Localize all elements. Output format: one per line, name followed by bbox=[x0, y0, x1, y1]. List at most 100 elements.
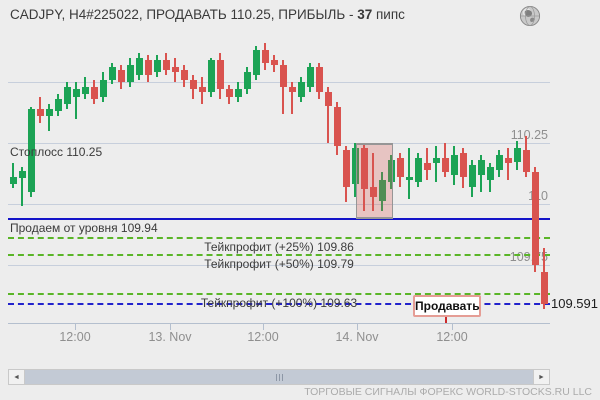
time-axis-tick bbox=[170, 324, 171, 330]
candle bbox=[198, 86, 206, 92]
candle bbox=[252, 50, 260, 75]
candle bbox=[18, 171, 26, 179]
grid-line bbox=[8, 204, 550, 205]
time-axis-tick bbox=[452, 324, 453, 330]
candle bbox=[72, 89, 80, 97]
candle bbox=[180, 69, 188, 80]
candle-wick bbox=[435, 145, 437, 183]
candle bbox=[270, 60, 278, 65]
sell-button[interactable]: Продавать bbox=[413, 295, 481, 317]
candle bbox=[216, 60, 224, 90]
takeprofit-50-label: Тейкпрофит (+50%) 109.79 bbox=[204, 257, 354, 272]
candle bbox=[531, 172, 539, 265]
time-axis-tick bbox=[75, 324, 76, 330]
candle bbox=[315, 67, 323, 92]
candle-wick bbox=[48, 104, 50, 131]
left-arrow-icon: ◄ bbox=[13, 373, 20, 381]
candle bbox=[369, 186, 377, 197]
candle bbox=[522, 150, 530, 173]
scroll-right-button[interactable]: ► bbox=[533, 370, 549, 384]
candle-wick bbox=[408, 147, 410, 200]
candle bbox=[477, 160, 485, 175]
candle bbox=[297, 82, 305, 97]
candle bbox=[459, 152, 467, 178]
time-axis-label: 12:00 bbox=[247, 330, 279, 344]
candle bbox=[9, 177, 17, 185]
sell-button-pointer bbox=[445, 317, 447, 323]
candle bbox=[54, 99, 62, 112]
candle bbox=[225, 89, 233, 97]
takeprofit-50-line bbox=[8, 254, 550, 257]
horizontal-scrollbar[interactable]: ◄ ► bbox=[8, 369, 550, 385]
candle bbox=[513, 147, 521, 163]
candle bbox=[378, 179, 386, 202]
time-axis-label: 13. Nov bbox=[148, 330, 192, 344]
candle-wick bbox=[75, 82, 77, 119]
candle bbox=[207, 60, 215, 92]
candle bbox=[432, 157, 440, 163]
chart-title: CADJPY, H4#225022, ПРОДАВАТЬ 110.25, ПРИ… bbox=[10, 7, 405, 22]
candle bbox=[45, 108, 53, 117]
candle bbox=[243, 72, 251, 90]
title-text: CADJPY, H4#225022, ПРОДАВАТЬ 110.25, ПРИ… bbox=[10, 7, 358, 22]
candle bbox=[261, 50, 269, 63]
time-axis-line bbox=[8, 323, 550, 324]
candle bbox=[171, 67, 179, 73]
sell-level-line bbox=[8, 217, 550, 220]
thumb-grip-icon bbox=[281, 373, 283, 381]
candle bbox=[126, 65, 134, 83]
candle bbox=[189, 79, 197, 90]
candle bbox=[360, 147, 368, 190]
candle bbox=[387, 160, 395, 182]
candle-wick bbox=[372, 152, 374, 212]
current-price-label: 109.591 bbox=[551, 296, 598, 311]
sell-level-label: Продаем от уровня 109.94 bbox=[10, 220, 158, 235]
grid-line bbox=[8, 265, 550, 266]
candle bbox=[486, 167, 494, 180]
candle-wick bbox=[12, 162, 14, 189]
time-axis-label: 12:00 bbox=[59, 330, 91, 344]
candle bbox=[540, 272, 548, 304]
footer-watermark: ТОРГОВЫЕ СИГНАЛЫ ФОРЕКС WORLD-STOCKS.RU … bbox=[304, 386, 592, 398]
candle bbox=[495, 155, 503, 170]
candle bbox=[135, 57, 143, 75]
time-axis-tick bbox=[263, 324, 264, 330]
candle bbox=[468, 165, 476, 187]
candle bbox=[81, 86, 89, 95]
takeprofit-25-label: Тейкпрофит (+25%) 109.86 bbox=[204, 240, 354, 255]
candle bbox=[396, 157, 404, 178]
candle bbox=[90, 86, 98, 100]
candle bbox=[99, 79, 107, 97]
candle bbox=[405, 177, 413, 180]
candle bbox=[162, 60, 170, 70]
candle bbox=[351, 147, 359, 185]
candle bbox=[333, 106, 341, 146]
takeprofit-100-line bbox=[8, 293, 550, 296]
price-axis-label: 110.25 bbox=[510, 128, 548, 142]
candle-wick bbox=[282, 60, 284, 114]
time-axis-label: 14. Nov bbox=[335, 330, 379, 344]
profit-pips-value: 37 bbox=[357, 7, 373, 22]
candle bbox=[144, 60, 152, 75]
takeprofit-100-label: Тейкпрофит (+100%) 109.63 bbox=[200, 296, 358, 311]
candle bbox=[450, 155, 458, 175]
candle bbox=[342, 150, 350, 187]
candle bbox=[306, 67, 314, 87]
title-suffix: пипс bbox=[372, 7, 405, 22]
candle bbox=[27, 108, 35, 192]
scrollbar-thumb[interactable] bbox=[25, 370, 533, 384]
globe-icon bbox=[519, 5, 541, 27]
candle bbox=[504, 157, 512, 163]
grid-line bbox=[8, 82, 550, 84]
scroll-left-button[interactable]: ◄ bbox=[9, 370, 25, 384]
candle bbox=[288, 86, 296, 92]
candle bbox=[117, 69, 125, 83]
candle-wick bbox=[291, 82, 293, 114]
candle bbox=[153, 60, 161, 73]
candle-wick bbox=[507, 147, 509, 180]
candle bbox=[324, 91, 332, 107]
candle-wick bbox=[21, 167, 23, 207]
candle bbox=[414, 157, 422, 183]
takeprofit-25-line bbox=[8, 237, 550, 240]
